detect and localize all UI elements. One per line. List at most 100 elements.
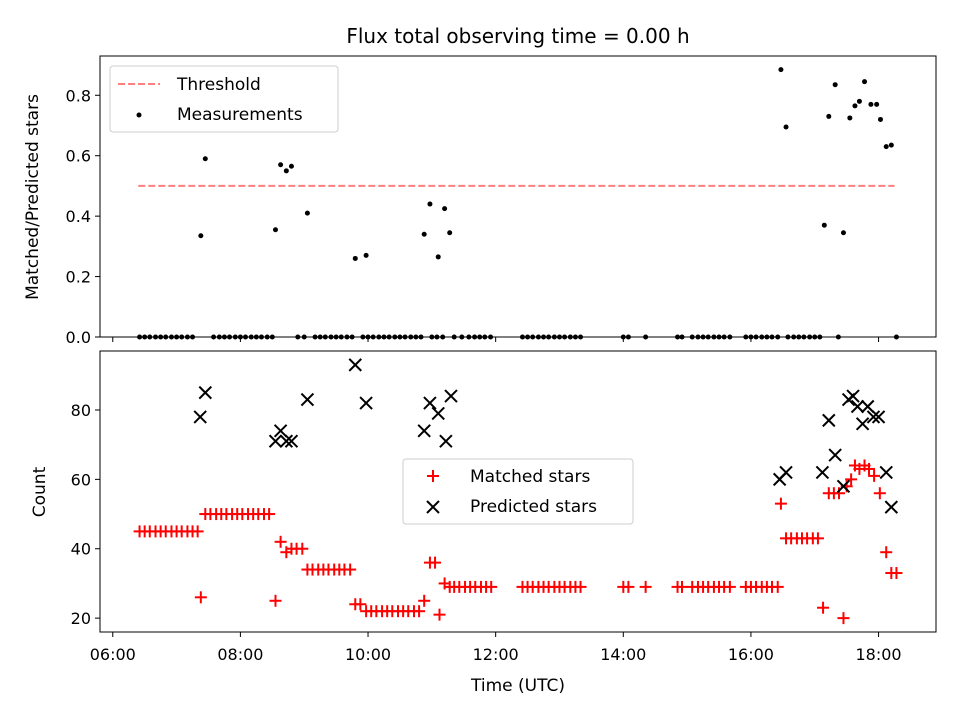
top-legend: Threshold Measurements <box>109 65 339 133</box>
matched-star-point <box>868 469 881 482</box>
measurement-point <box>840 230 846 236</box>
measurements-legend-marker <box>136 112 142 118</box>
top-y-tick-label: 0.8 <box>66 86 91 105</box>
matched-star-point <box>880 546 893 559</box>
measurement-point <box>826 113 832 119</box>
measurement-point <box>783 124 789 130</box>
predicted-star-point <box>822 413 836 428</box>
predicted-star-point <box>300 392 315 407</box>
predicted-star-point <box>273 424 288 438</box>
matched-star-point <box>676 580 689 593</box>
top-panel: 0.00.20.40.60.8 Matched/Predicted stars … <box>23 55 937 347</box>
top-y-axis-label: Matched/Predicted stars <box>23 94 43 300</box>
x-tick-label: 10:00 <box>345 645 391 664</box>
matched-star-point <box>485 580 498 593</box>
bottom-y-axis-label: Count <box>30 466 50 517</box>
top-y-ticks: 0.0 0.2 0.4 0.6 0.8 <box>66 86 100 347</box>
measurement-point <box>862 79 868 85</box>
predicted-star-point <box>861 399 875 414</box>
matched-star-point <box>194 591 207 604</box>
predicted-star-point <box>779 465 793 480</box>
matched-star-point <box>429 556 442 569</box>
top-y-tick-label: 0.4 <box>66 207 91 226</box>
matched-star-point <box>837 612 850 625</box>
matched-star-point <box>433 608 446 621</box>
matched-star-point <box>263 508 276 521</box>
measurement-point <box>272 227 278 233</box>
predicted-star-point <box>198 385 213 400</box>
predicted-star-point <box>828 448 842 462</box>
bottom-axes-frame <box>99 350 937 633</box>
predicted-stars-legend-marker <box>426 500 440 514</box>
measurement-point <box>288 163 294 169</box>
predicted-star-point <box>439 434 453 448</box>
matched-star-point <box>622 580 635 593</box>
matched-star-point <box>845 473 858 486</box>
matched-star-point <box>274 535 287 548</box>
predicted-star-point <box>279 434 294 448</box>
x-tick-label: 12:00 <box>473 645 519 664</box>
predicted-star-point <box>850 399 865 414</box>
measurement-point <box>847 115 853 121</box>
measurements-legend-label: Measurements <box>177 105 303 125</box>
measurement-point <box>877 116 883 122</box>
predicted-star-point <box>855 417 870 431</box>
measurement-point <box>868 101 874 107</box>
measurement-point <box>198 233 204 239</box>
matched-star-point <box>811 532 824 545</box>
predicted-star-point <box>846 389 860 403</box>
bottom-legend: Matched stars Predicted stars <box>402 458 634 525</box>
predicted-star-point <box>836 479 851 494</box>
measurement-point <box>447 230 453 236</box>
measurement-point <box>435 254 441 260</box>
x-tick-label: 06:00 <box>90 645 136 664</box>
matched-stars-legend-label: Matched stars <box>470 467 590 487</box>
predicted-star-point <box>431 406 445 421</box>
predicted-star-point <box>348 358 362 372</box>
measurement-point <box>442 206 448 212</box>
bottom-y-tick-label: 80 <box>71 401 91 420</box>
predicted-star-point <box>417 424 431 438</box>
measurement-point <box>888 142 894 148</box>
measurement-point <box>883 144 889 150</box>
predicted-star-point <box>444 389 458 403</box>
measurement-point <box>856 98 862 104</box>
bottom-x-ticks: 06:00 08:00 10:00 12:00 14:00 16:00 18:00 <box>90 632 902 664</box>
predicted-star-point <box>884 500 899 514</box>
matched-star-point <box>296 542 309 555</box>
matched-star-point <box>817 601 830 614</box>
measurement-point <box>304 210 310 216</box>
measurement-point <box>832 82 838 88</box>
matched-star-point <box>418 594 431 607</box>
measurement-point <box>874 101 880 107</box>
predicted-stars-legend-label: Predicted stars <box>470 497 597 517</box>
bottom-y-tick-label: 40 <box>71 540 91 559</box>
bottom-marks <box>133 358 903 625</box>
bottom-y-ticks: 20 40 60 80 <box>71 401 100 628</box>
matched-star-point <box>873 487 886 500</box>
measurement-point <box>778 67 784 73</box>
matched-star-point <box>639 580 652 593</box>
x-tick-label: 08:00 <box>217 645 263 664</box>
predicted-star-point <box>284 434 299 448</box>
top-axes-frame <box>99 55 937 338</box>
top-y-tick-label: 0.2 <box>66 268 91 287</box>
predicted-star-point <box>866 410 881 424</box>
matched-star-point <box>771 580 784 593</box>
matched-star-point <box>574 580 587 593</box>
predicted-star-point <box>359 396 373 410</box>
bottom-legend-box <box>402 458 634 525</box>
predicted-star-point <box>815 465 830 480</box>
measurement-point <box>852 103 858 109</box>
top-x-ticks <box>112 337 880 342</box>
matched-star-point <box>269 594 282 607</box>
measurement-point <box>278 162 284 168</box>
matched-star-point <box>354 598 367 611</box>
measurement-point <box>427 201 433 207</box>
matched-star-point <box>191 525 204 538</box>
predicted-star-point <box>879 465 893 480</box>
measurement-point <box>363 252 369 258</box>
matched-star-point <box>862 462 875 475</box>
predicted-star-point <box>423 396 437 410</box>
